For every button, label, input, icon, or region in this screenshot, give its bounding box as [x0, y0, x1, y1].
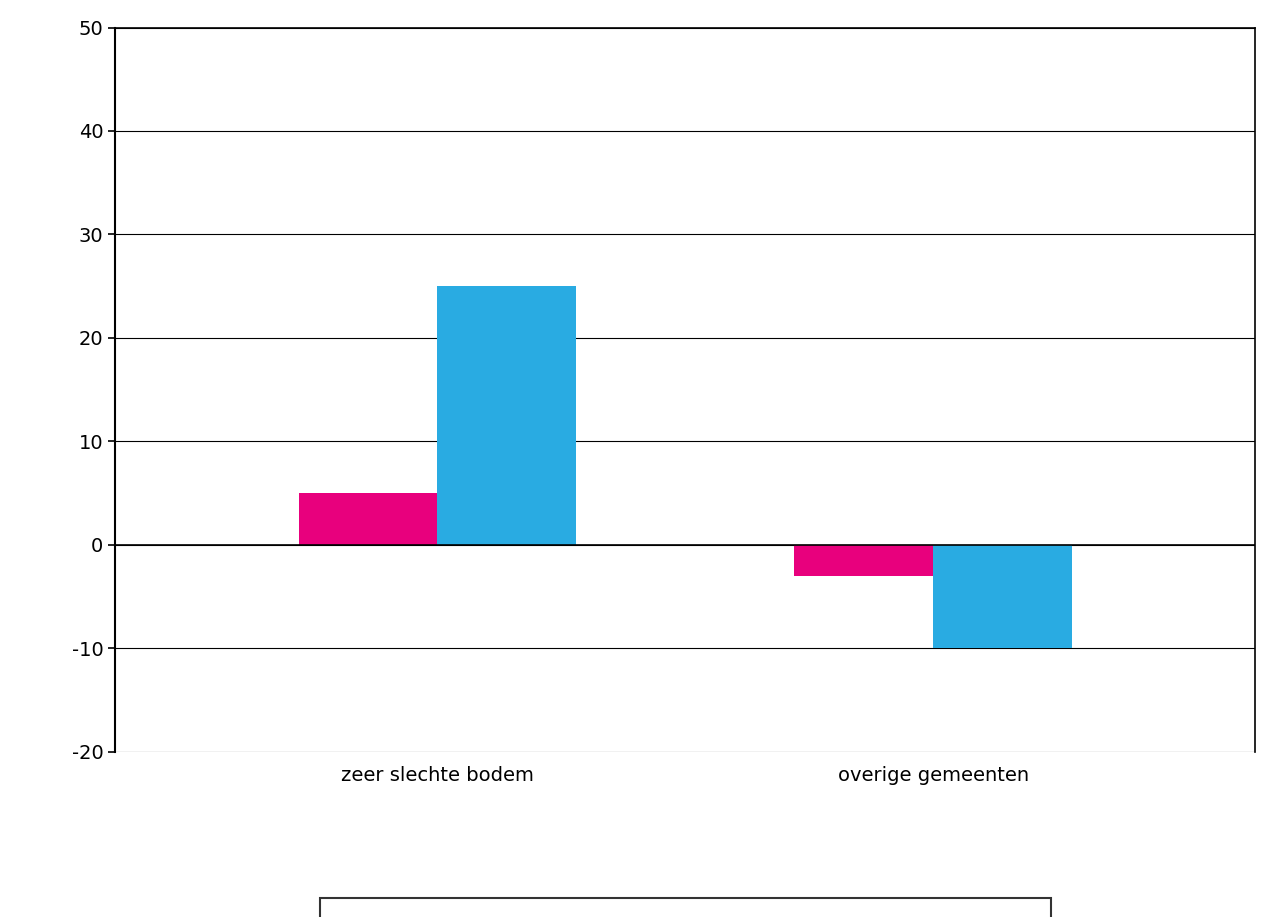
Bar: [298, 493, 438, 545]
Legend: aansluitverschil wegen en water, aansluitverschil riolering: aansluitverschil wegen en water, aanslui…: [320, 898, 1050, 917]
Bar: [794, 545, 933, 576]
Bar: [438, 286, 576, 545]
Bar: [933, 545, 1072, 648]
